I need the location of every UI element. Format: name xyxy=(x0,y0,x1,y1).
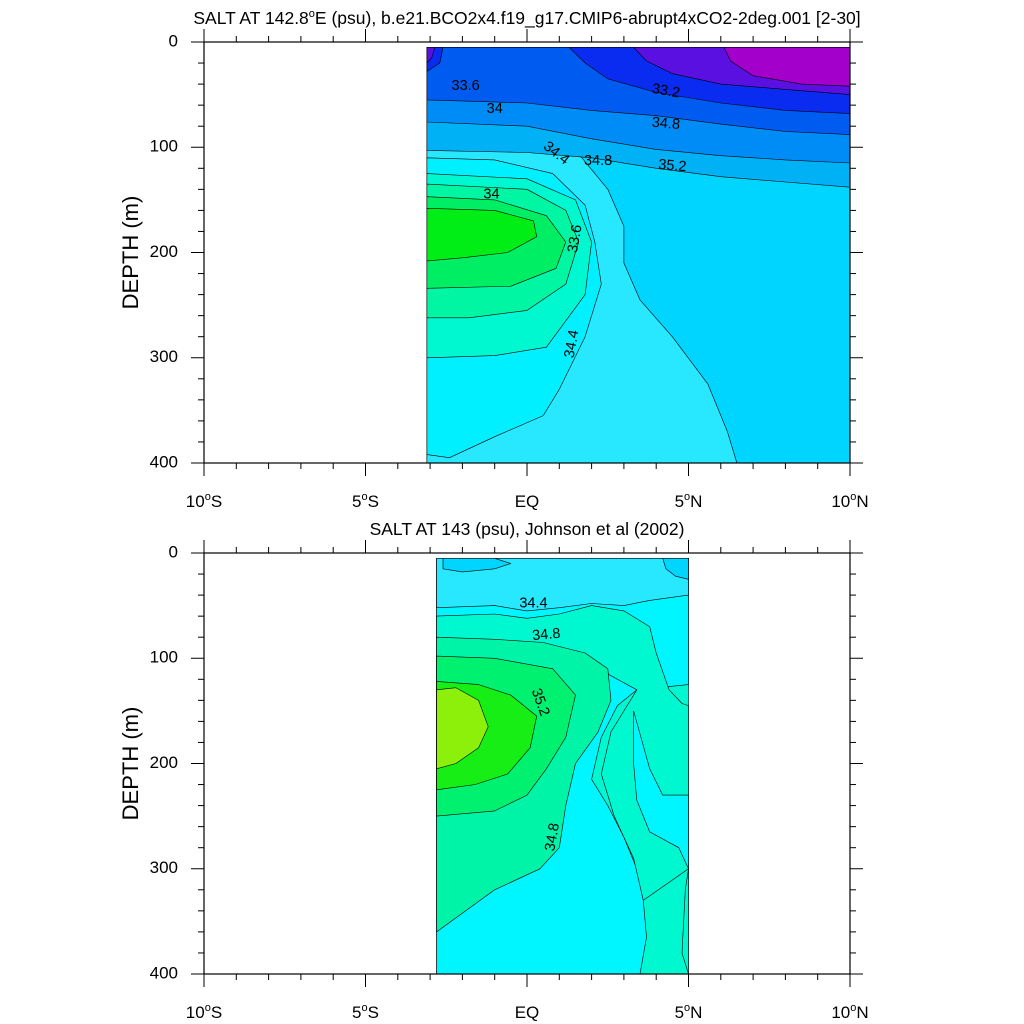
contour-band xyxy=(633,710,689,870)
contour-label: 34 xyxy=(483,186,499,202)
contour-label: 34.8 xyxy=(584,153,612,169)
contour-band xyxy=(426,208,537,262)
contour-label: 34 xyxy=(487,101,503,117)
x-tick-label: 10oN xyxy=(831,1002,868,1022)
contour-label: 33.6 xyxy=(452,78,480,94)
y-axis-label: DEPTH (m) xyxy=(118,196,143,310)
x-tick-label: 5oN xyxy=(675,491,703,511)
x-tick-label: EQ xyxy=(515,492,540,511)
y-tick-label: 400 xyxy=(150,963,178,982)
chart-title: SALT AT 143 (psu), Johnson et al (2002) xyxy=(370,519,685,539)
x-tick-label: 10oS xyxy=(186,1002,222,1022)
contour-label: 34.4 xyxy=(519,595,547,611)
contour-label: 34.8 xyxy=(532,626,562,644)
contour-label: 33.6 xyxy=(565,223,586,254)
y-tick-label: 300 xyxy=(150,347,178,366)
contour-label: 34.8 xyxy=(651,115,681,133)
contour-band xyxy=(442,558,512,573)
y-tick-label: 400 xyxy=(150,452,178,471)
contour-band xyxy=(662,558,689,580)
x-tick-label: 5oN xyxy=(675,1002,703,1022)
contour-label: 34.8 xyxy=(542,822,563,853)
chart-title: SALT AT 142.8oE (psu), b.e21.BCO2x4.f19_… xyxy=(193,8,860,29)
y-tick-label: 300 xyxy=(150,858,178,877)
y-tick-label: 0 xyxy=(169,31,178,50)
chart-panel-1: 33.233.63434.434.835.233.63434.834.40100… xyxy=(118,8,869,511)
x-tick-label: 5oS xyxy=(352,491,379,511)
contour-label: 35.2 xyxy=(658,157,688,175)
x-tick-label: EQ xyxy=(515,1003,540,1022)
x-tick-label: 10oN xyxy=(831,491,868,511)
y-axis-label: DEPTH (m) xyxy=(118,707,143,821)
y-tick-label: 100 xyxy=(150,648,178,667)
contour-band xyxy=(436,687,489,770)
contour-label: 34.4 xyxy=(562,329,583,360)
y-tick-label: 200 xyxy=(150,753,178,772)
x-tick-label: 10oS xyxy=(186,491,222,511)
contour-band xyxy=(436,558,689,612)
y-tick-label: 200 xyxy=(150,242,178,261)
y-tick-label: 100 xyxy=(150,137,178,156)
contour-band xyxy=(426,47,436,64)
x-tick-label: 5oS xyxy=(352,1002,379,1022)
y-tick-label: 0 xyxy=(169,542,178,561)
contour-label: 33.2 xyxy=(651,81,682,102)
